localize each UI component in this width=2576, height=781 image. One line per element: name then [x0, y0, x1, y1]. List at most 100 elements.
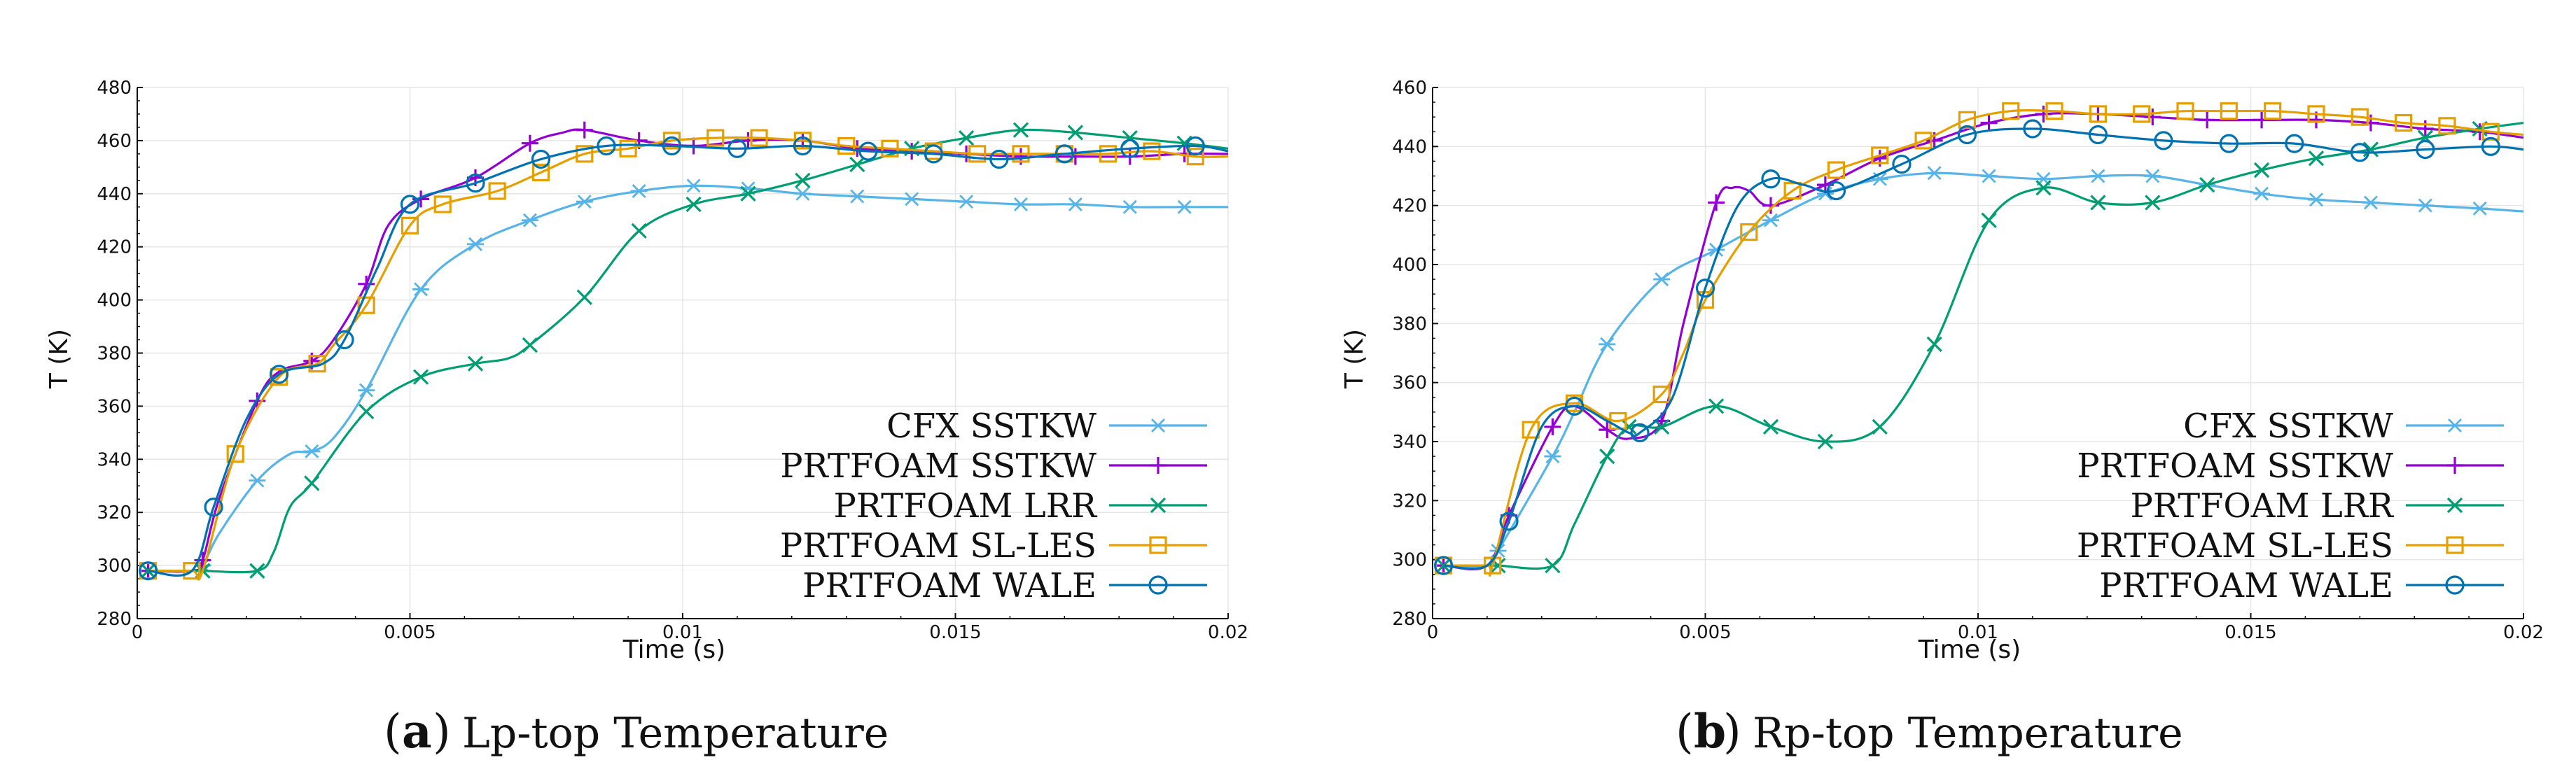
y-tick-label: 400	[97, 290, 132, 311]
y-tick-label: 440	[97, 184, 132, 205]
data-point-marker	[1599, 421, 1616, 439]
data-point-marker	[597, 136, 616, 156]
data-point-marker	[1783, 181, 1802, 200]
series-line	[148, 143, 1229, 577]
y-tick-label: 280	[1392, 609, 1427, 630]
y-tick-label: 300	[97, 556, 132, 577]
data-point-marker	[1708, 194, 1725, 211]
data-point-marker	[1522, 421, 1540, 439]
data-point-marker	[1817, 433, 1834, 450]
data-point-marker	[958, 195, 975, 209]
data-point-marker	[531, 163, 550, 182]
data-point-marker	[1176, 199, 1193, 214]
data-point-marker	[249, 473, 266, 488]
legend-label: PRTFOAM WALE	[802, 566, 1096, 605]
data-point-marker	[183, 562, 201, 580]
y-tick-label: 320	[1392, 491, 1427, 512]
series-prtfoam-lrr	[1435, 120, 2524, 574]
series-prtfoam-wale	[1433, 119, 2524, 575]
data-point-marker	[1958, 111, 1977, 129]
data-point-marker	[1012, 122, 1029, 138]
data-point-marker	[269, 365, 289, 384]
y-tick-label: 360	[97, 396, 132, 417]
caption-tag-a: a	[402, 704, 432, 759]
data-point-marker	[1980, 114, 1998, 132]
data-point-marker	[1433, 556, 1454, 575]
data-point-marker	[1816, 186, 1834, 201]
data-point-marker	[1914, 132, 1933, 150]
data-point-marker	[2351, 108, 2369, 126]
data-point-marker	[1545, 557, 1561, 574]
data-point-marker	[727, 139, 747, 158]
data-point-marker	[1926, 336, 1942, 352]
data-point-marker	[1654, 418, 1670, 435]
data-point-marker	[2253, 111, 2271, 129]
data-point-marker	[2199, 111, 2216, 129]
data-point-marker	[631, 223, 647, 239]
data-point-marker	[2154, 131, 2173, 150]
data-point-marker	[1708, 398, 1725, 414]
x-tick-label: 0.01	[662, 622, 703, 643]
x-tick-label: 0.005	[384, 622, 436, 643]
data-point-marker	[2002, 102, 2020, 120]
data-point-marker	[2089, 169, 2107, 183]
series-line	[1443, 122, 2524, 570]
caption-text-a: Lp-top Temperature	[462, 709, 889, 758]
legend-label: PRTFOAM WALE	[2099, 566, 2393, 605]
data-point-marker	[793, 136, 812, 156]
data-point-marker	[2023, 119, 2042, 139]
data-point-marker	[2219, 134, 2239, 153]
data-point-marker	[2307, 105, 2325, 123]
data-point-marker	[1143, 142, 1161, 160]
legend-swatch-marker	[1149, 536, 1167, 554]
data-point-marker	[1067, 125, 1084, 141]
caption-text-b: Rp-top Temperature	[1753, 709, 2183, 758]
legend-swatch-marker	[2446, 418, 2463, 432]
legend-label: PRTFOAM LRR	[2131, 486, 2395, 526]
data-point-marker	[358, 403, 375, 420]
data-point-marker	[924, 144, 943, 164]
data-point-marker	[750, 129, 768, 147]
data-point-marker	[412, 369, 429, 385]
data-point-marker	[795, 172, 811, 188]
data-point-marker	[740, 185, 756, 202]
series-cfx-sstkw	[139, 178, 1228, 578]
legend-label: PRTFOAM SL-LES	[780, 526, 1096, 565]
y-tick-label: 380	[97, 344, 132, 365]
data-point-marker	[1652, 385, 1671, 404]
data-point-marker	[522, 337, 538, 353]
caption-paren-open: (	[384, 705, 402, 759]
legend-label: PRTFOAM SSTKW	[2077, 446, 2393, 486]
data-point-marker	[1564, 396, 1585, 416]
data-point-marker	[2285, 134, 2304, 153]
data-point-marker	[1544, 418, 1561, 435]
data-point-marker	[2035, 105, 2052, 122]
data-point-marker	[849, 189, 866, 204]
chart-rp-top: 280 300 320 340 360 380 400 420 440 460 0 0.005 0.01…	[1340, 78, 2544, 664]
y-axis-label: T (K)	[45, 329, 74, 389]
legend-label: PRTFOAM LRR	[834, 486, 1098, 526]
data-point-marker	[2144, 169, 2161, 183]
data-point-marker	[1499, 512, 1519, 531]
data-point-marker	[2090, 195, 2106, 211]
data-point-marker	[1762, 197, 1779, 214]
data-point-marker	[303, 444, 321, 458]
data-point-marker	[1054, 144, 1074, 164]
series-prtfoam-wale	[138, 136, 1229, 581]
legend-label: CFX SSTKW	[2183, 407, 2394, 446]
y-tick-label: 320	[97, 502, 132, 523]
y-tick-label: 380	[1392, 314, 1427, 335]
legend-label: PRTFOAM SSTKW	[780, 446, 1096, 486]
data-point-marker	[2144, 108, 2161, 126]
legend-label: PRTFOAM SL-LES	[2077, 526, 2393, 565]
data-point-marker	[357, 296, 375, 314]
data-point-marker	[194, 551, 211, 569]
x-axis-label: Time (s)	[622, 635, 725, 664]
data-point-marker	[2362, 195, 2379, 210]
data-point-marker	[467, 356, 484, 372]
y-tick-label: 280	[97, 609, 132, 630]
data-point-marker	[794, 186, 812, 201]
data-point-marker	[2416, 198, 2434, 213]
data-point-marker	[1762, 213, 1779, 227]
